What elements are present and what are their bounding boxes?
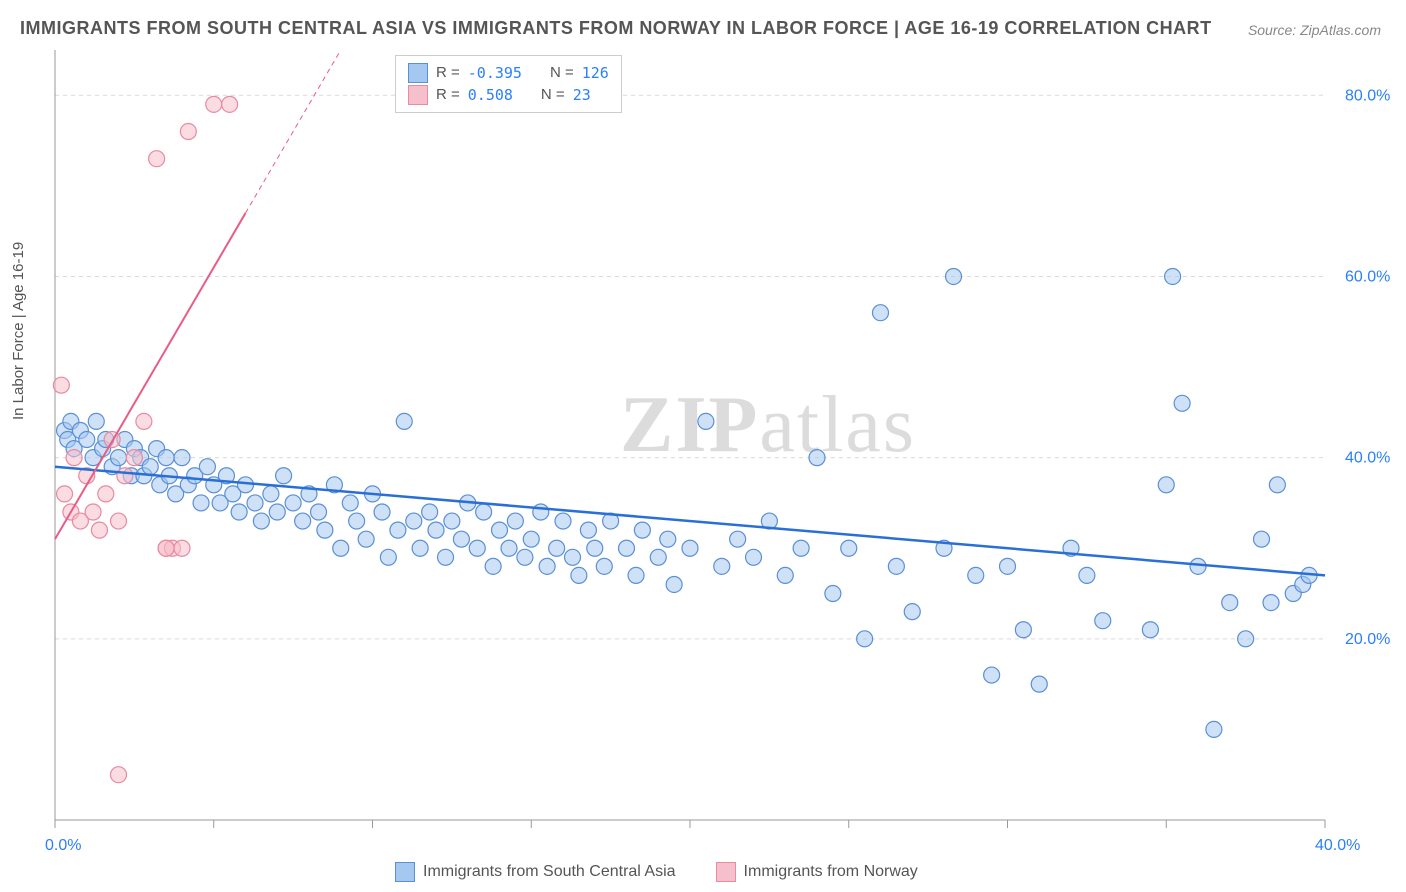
n-value: 23 — [573, 84, 591, 106]
n-label: N = — [550, 62, 574, 84]
series-legend: Immigrants from South Central Asia Immig… — [395, 862, 918, 882]
r-value: -0.395 — [468, 62, 522, 84]
svg-text:0.0%: 0.0% — [45, 837, 81, 854]
r-label: R = — [436, 62, 460, 84]
swatch-icon — [408, 63, 428, 83]
legend-item: Immigrants from South Central Asia — [395, 862, 676, 882]
svg-text:20.0%: 20.0% — [1345, 631, 1390, 648]
legend-label: Immigrants from South Central Asia — [423, 863, 676, 881]
svg-text:40.0%: 40.0% — [1345, 450, 1390, 467]
svg-text:80.0%: 80.0% — [1345, 87, 1390, 104]
legend-row: R = -0.395 N = 126 — [408, 62, 609, 84]
legend-item: Immigrants from Norway — [716, 862, 918, 882]
svg-text:40.0%: 40.0% — [1315, 837, 1360, 854]
r-label: R = — [436, 84, 460, 106]
swatch-icon — [716, 862, 736, 882]
legend-label: Immigrants from Norway — [744, 863, 918, 881]
n-label: N = — [541, 84, 565, 106]
swatch-icon — [408, 85, 428, 105]
n-value: 126 — [582, 62, 609, 84]
legend-row: R = 0.508 N = 23 — [408, 84, 609, 106]
correlation-legend: R = -0.395 N = 126 R = 0.508 N = 23 — [395, 55, 622, 113]
scatter-chart: 20.0% 40.0% 60.0% 80.0% 0.0% 40.0% — [0, 0, 1406, 892]
svg-text:60.0%: 60.0% — [1345, 268, 1390, 285]
r-value: 0.508 — [468, 84, 513, 106]
swatch-icon — [395, 862, 415, 882]
